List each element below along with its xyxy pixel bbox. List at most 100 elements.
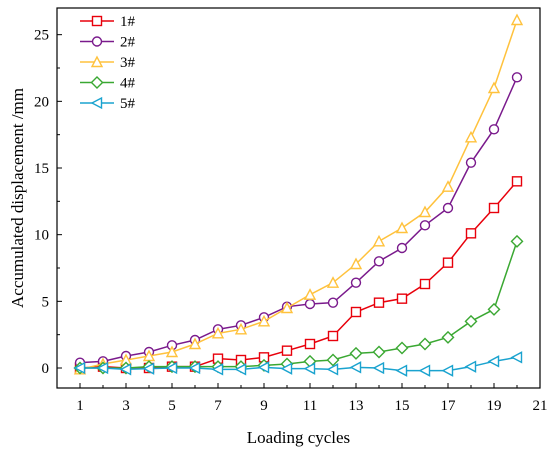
- data-point: [349, 361, 362, 374]
- data-point: [304, 298, 316, 310]
- data-point: [372, 345, 386, 359]
- data-point: [304, 338, 316, 350]
- legend-item: 4#: [80, 76, 136, 92]
- legend-marker: [91, 15, 103, 27]
- data-point: [396, 293, 408, 304]
- y-tick-label: 5: [42, 294, 50, 310]
- data-point: [418, 337, 432, 351]
- data-point: [464, 360, 477, 373]
- plot-area: [56, 7, 541, 389]
- data-point: [419, 220, 431, 231]
- data-point: [395, 341, 409, 355]
- data-point: [418, 364, 431, 377]
- data-point: [511, 176, 523, 187]
- data-point: [119, 363, 132, 376]
- series-1: [74, 176, 523, 374]
- legend: 1# 2# 3# 4# 5#: [80, 14, 136, 112]
- data-point: [257, 361, 270, 374]
- data-point: [73, 361, 86, 375]
- data-point: [465, 228, 477, 239]
- data-point: [487, 302, 501, 316]
- x-tick-label: 7: [214, 398, 222, 414]
- y-tick-label: 10: [34, 228, 49, 244]
- data-point: [349, 346, 363, 360]
- legend-item: 5#: [80, 96, 136, 112]
- y-tick-label: 0: [42, 361, 50, 377]
- data-point: [464, 130, 478, 143]
- data-point: [211, 363, 224, 376]
- x-tick-label: 21: [533, 398, 548, 414]
- data-point: [188, 361, 201, 375]
- legend-label: 5#: [120, 96, 136, 112]
- data-point: [488, 124, 500, 135]
- x-tick-label: 3: [122, 398, 130, 414]
- series-2: [74, 72, 523, 368]
- data-point: [280, 362, 293, 375]
- legend-marker: [91, 36, 103, 47]
- data-point: [326, 363, 339, 376]
- data-point: [327, 330, 339, 342]
- y-tick-label: 25: [34, 28, 49, 44]
- plot-frame: [56, 7, 541, 389]
- data-point: [281, 345, 293, 356]
- data-point: [419, 278, 431, 290]
- data-point: [510, 13, 524, 26]
- x-tick-label: 5: [168, 398, 176, 414]
- data-point: [488, 202, 500, 214]
- y-axis-label: Accumulated displacement /mm: [8, 88, 27, 308]
- data-point: [326, 353, 340, 367]
- series-line: [79, 77, 518, 364]
- x-tick-label: 1: [76, 398, 84, 414]
- data-point: [234, 363, 247, 376]
- legend-label: 4#: [120, 76, 136, 92]
- data-point: [510, 351, 523, 364]
- data-point: [257, 314, 271, 327]
- data-point: [303, 288, 317, 300]
- data-point: [487, 355, 500, 368]
- data-point: [373, 297, 385, 308]
- data-point: [165, 345, 179, 358]
- legend-item: 3#: [80, 55, 136, 71]
- x-tick-label: 9: [260, 398, 268, 414]
- data-point: [465, 157, 477, 168]
- y-tick-label: 15: [34, 161, 49, 177]
- x-tick-label: 13: [349, 398, 364, 414]
- data-point: [188, 337, 202, 350]
- legend-label: 1#: [120, 14, 136, 30]
- data-point: [373, 256, 385, 267]
- data-point: [280, 301, 294, 314]
- data-point: [442, 257, 454, 268]
- data-point: [441, 180, 455, 192]
- legend-label: 3#: [120, 55, 136, 71]
- data-point: [487, 81, 501, 94]
- data-point: [96, 361, 109, 375]
- data-point: [326, 276, 340, 288]
- legend-item: 1#: [80, 14, 136, 30]
- data-point: [418, 205, 432, 218]
- data-point: [395, 221, 409, 234]
- data-point: [441, 330, 455, 344]
- data-point: [510, 234, 524, 248]
- legend-label: 2#: [120, 35, 136, 51]
- data-point: [142, 362, 155, 375]
- data-point: [327, 297, 339, 308]
- data-point: [441, 364, 454, 377]
- x-axis-label: Loading cycles: [247, 428, 350, 447]
- data-point: [350, 306, 362, 318]
- data-point: [372, 234, 386, 247]
- data-point: [165, 361, 178, 375]
- data-point: [349, 257, 363, 270]
- legend-marker: [90, 55, 104, 68]
- x-tick-label: 15: [395, 398, 410, 414]
- data-point: [395, 364, 408, 377]
- data-point: [372, 361, 385, 375]
- series-line: [79, 19, 518, 371]
- series-5: [73, 351, 523, 377]
- x-tick-label: 11: [303, 398, 317, 414]
- data-point: [464, 314, 478, 328]
- x-tick-label: 17: [441, 398, 457, 414]
- data-point: [350, 277, 362, 288]
- data-point: [442, 202, 454, 214]
